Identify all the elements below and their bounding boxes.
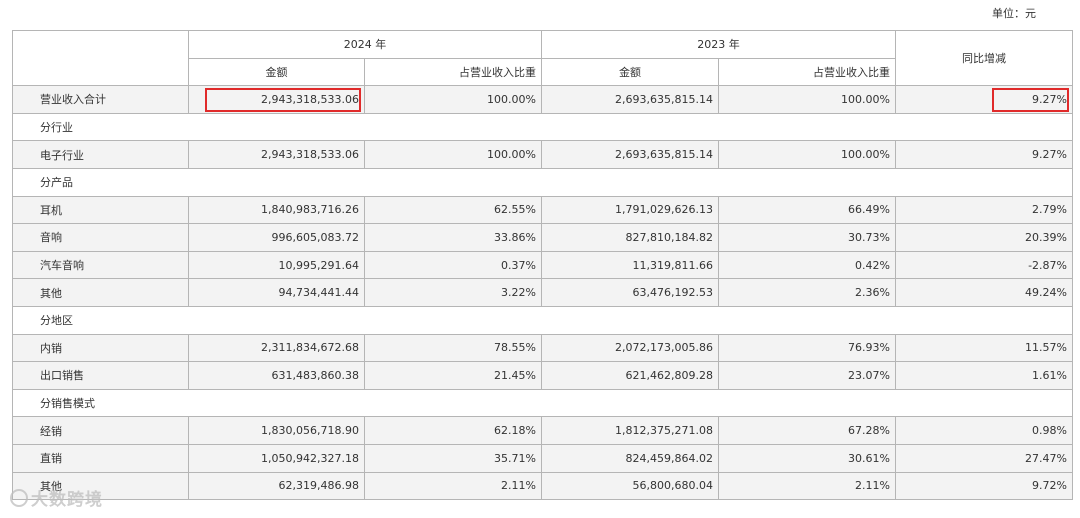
share-2024-cell: 62.18% xyxy=(364,416,542,445)
total-row: 营业收入合计 2,943,318,533.06 100.00% 2,693,63… xyxy=(12,85,1073,114)
total-label: 营业收入合计 xyxy=(12,85,189,114)
header-blank xyxy=(12,29,189,87)
table-row: 内销 2,311,834,672.68 78.55% 2,072,173,005.86… xyxy=(12,333,1073,363)
header-amount-2023: 金额 xyxy=(541,57,719,87)
total-share-2024: 100.00% xyxy=(364,85,542,114)
amount-2023-cell: 2,693,635,815.14 xyxy=(541,140,719,169)
table-row: 音响 996,605,083.72 33.86% 827,810,184.82 30.7… xyxy=(12,223,1073,252)
row-label: 出口销售 xyxy=(12,361,189,390)
section-header-row: 分行业 xyxy=(12,112,1073,142)
section-header-row: 分产品 xyxy=(12,167,1073,197)
section-header-row: 分销售模式 xyxy=(12,388,1073,418)
yoy-cell: 27.47% xyxy=(895,443,1073,473)
share-2024-cell: 35.71% xyxy=(364,443,542,473)
yoy-cell: 2.79% xyxy=(895,195,1073,225)
amount-2023-cell: 824,459,864.02 xyxy=(541,443,719,473)
amount-2024-cell: 1,050,942,327.18 xyxy=(188,443,365,473)
header-year-2023: 2023 年 xyxy=(541,30,896,59)
share-2024-cell: 0.37% xyxy=(364,250,542,280)
amount-2023-cell: 63,476,192.53 xyxy=(541,278,719,307)
table-row: 电子行业 2,943,318,533.06 100.00% 2,693,635,815… xyxy=(12,140,1073,169)
yoy-cell: 9.72% xyxy=(895,471,1073,501)
share-2023-cell: 66.49% xyxy=(718,195,896,225)
share-2023-cell: 30.73% xyxy=(718,223,896,252)
table-row: 其他 94,734,441.44 3.22% 63,476,192.53 2.36% 49… xyxy=(12,278,1073,307)
unit-label: 单位：元 xyxy=(992,7,1036,20)
row-label: 直销 xyxy=(12,443,189,473)
amount-2024-cell: 2,311,834,672.68 xyxy=(188,333,365,363)
table-row: 出口销售 631,483,860.38 21.45% 621,462,809.28 23… xyxy=(12,361,1073,390)
header-year-2024: 2024 年 xyxy=(188,30,542,59)
table-row: 直销 1,050,942,327.18 35.71% 824,459,864.02 30… xyxy=(12,443,1073,473)
table-body: 营业收入合计 2,943,318,533.06 100.00% 2,693,63… xyxy=(12,85,1073,501)
share-2024-cell: 62.55% xyxy=(364,195,542,225)
section-header-row: 分地区 xyxy=(12,305,1073,335)
amount-2023-cell: 1,791,029,626.13 xyxy=(541,195,719,225)
amount-2023-cell: 2,072,173,005.86 xyxy=(541,333,719,363)
yoy-cell: 1.61% xyxy=(895,361,1073,390)
share-2024-cell: 21.45% xyxy=(364,361,542,390)
row-label: 其他 xyxy=(12,278,189,307)
share-2023-cell: 67.28% xyxy=(718,416,896,445)
row-label: 其他 xyxy=(12,471,189,501)
amount-2023-cell: 1,812,375,271.08 xyxy=(541,416,719,445)
share-2023-cell: 23.07% xyxy=(718,361,896,390)
table-row: 汽车音响 10,995,291.64 0.37% 11,319,811.66 0.42%… xyxy=(12,250,1073,280)
yoy-cell: 49.24% xyxy=(895,278,1073,307)
share-2023-cell: 2.36% xyxy=(718,278,896,307)
share-2023-cell: 0.42% xyxy=(718,250,896,280)
amount-2023-cell: 827,810,184.82 xyxy=(541,223,719,252)
section-title: 分地区 xyxy=(12,305,1073,335)
amount-2023-cell: 11,319,811.66 xyxy=(541,250,719,280)
row-label: 电子行业 xyxy=(12,140,189,169)
share-2024-cell: 33.86% xyxy=(364,223,542,252)
yoy-cell: 20.39% xyxy=(895,223,1073,252)
amount-2023-cell: 56,800,680.04 xyxy=(541,471,719,501)
share-2024-cell: 3.22% xyxy=(364,278,542,307)
yoy-cell: 11.57% xyxy=(895,333,1073,363)
watermark: 大数跨境 xyxy=(10,485,103,510)
row-label: 经销 xyxy=(12,416,189,445)
row-label: 音响 xyxy=(12,223,189,252)
header-share-2024: 占营业收入比重 xyxy=(364,57,542,87)
section-title: 分行业 xyxy=(12,112,1073,142)
revenue-breakdown-table: 2024 年 2023 年 同比增减 金额 占营业收入比重 金额 占营业收入比重… xyxy=(12,29,1073,501)
share-2023-cell: 2.11% xyxy=(718,471,896,501)
share-2024-cell: 78.55% xyxy=(364,333,542,363)
share-2024-cell: 2.11% xyxy=(364,471,542,501)
row-label: 内销 xyxy=(12,333,189,363)
yoy-cell: 9.27% xyxy=(895,140,1073,169)
table-row: 耳机 1,840,983,716.26 62.55% 1,791,029,626.13… xyxy=(12,195,1073,225)
header-yoy: 同比增减 xyxy=(895,29,1073,87)
share-2024-cell: 100.00% xyxy=(364,140,542,169)
share-2023-cell: 76.93% xyxy=(718,333,896,363)
total-share-2023: 100.00% xyxy=(718,85,896,114)
total-yoy: 9.27% xyxy=(895,85,1073,114)
yoy-cell: -2.87% xyxy=(895,250,1073,280)
amount-2023-cell: 621,462,809.28 xyxy=(541,361,719,390)
row-label: 汽车音响 xyxy=(12,250,189,280)
yoy-cell: 0.98% xyxy=(895,416,1073,445)
amount-2024-cell: 62,319,486.98 xyxy=(188,471,365,501)
amount-2024-cell: 2,943,318,533.06 xyxy=(188,140,365,169)
share-2023-cell: 100.00% xyxy=(718,140,896,169)
section-title: 分产品 xyxy=(12,167,1073,197)
amount-2024-cell: 10,995,291.64 xyxy=(188,250,365,280)
watermark-logo-icon xyxy=(10,489,28,507)
total-amount-2023: 2,693,635,815.14 xyxy=(541,85,719,114)
row-label: 耳机 xyxy=(12,195,189,225)
amount-2024-cell: 1,830,056,718.90 xyxy=(188,416,365,445)
section-title: 分销售模式 xyxy=(12,388,1073,418)
amount-2024-cell: 996,605,083.72 xyxy=(188,223,365,252)
header-amount-2024: 金额 xyxy=(188,57,365,87)
share-2023-cell: 30.61% xyxy=(718,443,896,473)
table-row: 经销 1,830,056,718.90 62.18% 1,812,375,271.08… xyxy=(12,416,1073,445)
amount-2024-cell: 631,483,860.38 xyxy=(188,361,365,390)
total-amount-2024: 2,943,318,533.06 xyxy=(188,85,365,114)
header-share-2023: 占营业收入比重 xyxy=(718,57,896,87)
amount-2024-cell: 94,734,441.44 xyxy=(188,278,365,307)
amount-2024-cell: 1,840,983,716.26 xyxy=(188,195,365,225)
table-row: 其他 62,319,486.98 2.11% 56,800,680.04 2.11% 9.… xyxy=(12,471,1073,501)
